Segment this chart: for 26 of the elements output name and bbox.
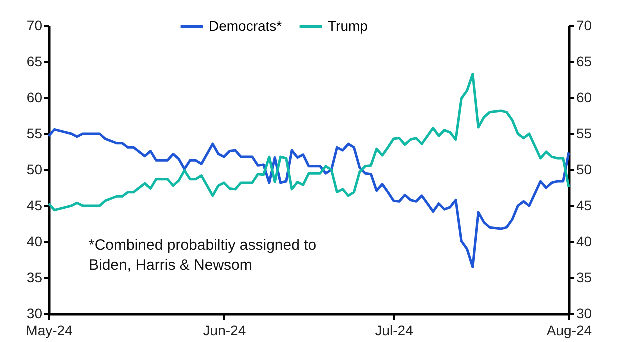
y2-tick-label: 30 <box>576 306 592 322</box>
y2-tick-label: 35 <box>576 270 592 286</box>
y2-tick-label: 70 <box>576 18 592 34</box>
y2-tick-label: 65 <box>576 54 592 70</box>
y-tick-label: 70 <box>26 18 43 34</box>
y-tick-label: 50 <box>26 162 43 178</box>
x-tick-label: Jul-24 <box>375 322 414 338</box>
x-tick-label: Jun-24 <box>203 322 246 338</box>
y-tick-label: 40 <box>26 234 43 250</box>
annotation: *Combined probabiltiy assigned to Biden, Harris & Newsom <box>89 237 317 274</box>
legend-label: Trump <box>328 18 368 34</box>
y2-tick-label: 50 <box>576 162 592 178</box>
legend-label: Democrats* <box>209 18 283 34</box>
y2-tick-label: 45 <box>576 198 592 214</box>
y-tick-label: 30 <box>26 306 43 322</box>
y-tick-label: 35 <box>26 270 43 286</box>
y2-tick-label: 40 <box>576 234 592 250</box>
y-tick-label: 55 <box>26 126 43 142</box>
x-tick-label: May-24 <box>26 322 74 338</box>
x-tick-label: Aug-24 <box>546 322 592 338</box>
y-tick-label: 65 <box>26 54 43 70</box>
y2-tick-label: 60 <box>576 90 592 106</box>
y2-tick-label: 55 <box>576 126 592 142</box>
y-tick-label: 60 <box>26 90 43 106</box>
y-tick-label: 45 <box>26 198 43 214</box>
line-series <box>48 72 570 212</box>
